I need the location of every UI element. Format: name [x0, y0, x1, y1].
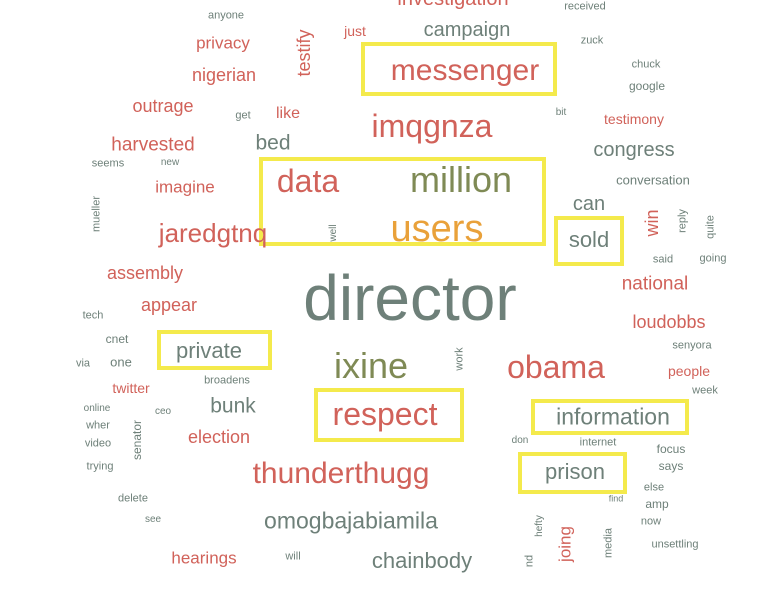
word-nd: nd	[523, 554, 536, 568]
word-seems: seems	[91, 157, 125, 170]
word-million: million	[409, 159, 513, 200]
word-information: information	[556, 403, 670, 430]
word-google: google	[628, 79, 666, 93]
word-respect: respect	[332, 396, 438, 432]
word-unsettling: unsettling	[651, 538, 699, 551]
word-said: said	[652, 253, 674, 266]
word-appear: appear	[140, 295, 198, 315]
word-conversation: conversation	[616, 172, 690, 188]
word-one: one	[110, 354, 132, 370]
word-privacy: privacy	[196, 33, 250, 53]
word-work: work	[453, 347, 466, 371]
word-win: win	[642, 209, 662, 237]
word-like: like	[275, 105, 301, 122]
word-broadens: broadens	[204, 374, 250, 387]
word-else: else	[643, 481, 665, 494]
word-imagine: imagine	[155, 177, 215, 197]
word-delete: delete	[118, 492, 148, 505]
word-get: get	[235, 109, 251, 122]
word-director: director	[303, 262, 517, 334]
highlight-box-respect	[314, 388, 464, 442]
word-loudobbs: loudobbs	[632, 312, 706, 332]
word-bit: bit	[555, 107, 567, 118]
word-bunk: bunk	[210, 394, 256, 418]
highlight-box-sold	[554, 216, 624, 266]
word-messenger: messenger	[390, 54, 540, 87]
word-ixine: ixine	[333, 345, 409, 386]
word-senator: senator	[130, 419, 144, 461]
highlight-box-data-million-users	[259, 157, 546, 246]
word-week: week	[692, 384, 718, 397]
word-private: private	[175, 338, 243, 363]
word-cnet: cnet	[105, 332, 129, 346]
word-says: says	[658, 459, 684, 473]
word-sold: sold	[568, 227, 610, 252]
word-received: received	[564, 0, 606, 13]
word-internet: internet	[579, 436, 617, 449]
word-online: online	[83, 403, 111, 414]
word-joing: joing	[555, 526, 575, 562]
word-campaign: campaign	[423, 19, 511, 41]
word-testify: testify	[294, 29, 314, 77]
word-well: well	[328, 224, 339, 242]
word-quite: quite	[704, 215, 717, 239]
word-see: see	[144, 514, 162, 525]
word-media: media	[602, 528, 615, 558]
word-ceo: ceo	[154, 406, 172, 417]
word-find: find	[608, 493, 624, 504]
word-obama: obama	[507, 349, 605, 385]
highlight-box-messenger	[361, 42, 557, 96]
word-omogbajabiamila: omogbajabiamila	[264, 507, 438, 534]
word-imqgnza: imqgnza	[371, 108, 493, 144]
word-trying: trying	[86, 460, 114, 473]
word-prison: prison	[545, 459, 605, 484]
word-tech: tech	[82, 309, 104, 322]
word-senyora: senyora	[672, 339, 712, 352]
word-nigerian: nigerian	[191, 65, 257, 85]
word-video: video	[84, 437, 112, 450]
word-harvested: harvested	[111, 134, 195, 156]
word-users: users	[390, 208, 484, 250]
word-national: national	[621, 273, 689, 295]
word-hefty: hefty	[534, 515, 545, 537]
word-outrage: outrage	[132, 96, 194, 116]
word-thunderthugg: thunderthugg	[252, 457, 430, 490]
word-chuck: chuck	[631, 58, 661, 71]
word-will: will	[285, 550, 301, 563]
word-election: election	[187, 427, 251, 447]
word-bed: bed	[255, 131, 291, 155]
word-new: new	[160, 157, 180, 168]
word-can: can	[572, 193, 606, 215]
word-going: going	[699, 252, 727, 265]
highlight-box-private	[157, 330, 272, 370]
word-mueller: mueller	[90, 195, 103, 233]
word-testimony: testimony	[604, 111, 664, 127]
word-now: now	[640, 515, 662, 528]
word-amp: amp	[645, 497, 669, 511]
word-reply: reply	[676, 209, 689, 233]
word-anyone: anyone	[207, 9, 245, 22]
word-wher: wher	[86, 419, 110, 432]
highlight-box-prison	[518, 452, 627, 494]
word-jaredgtnq: jaredgtnq	[158, 218, 268, 248]
highlight-box-information	[531, 399, 689, 435]
word-congress: congress	[593, 139, 675, 161]
word-via: via	[75, 357, 91, 370]
word-people: people	[667, 363, 711, 379]
word-focus: focus	[656, 442, 686, 456]
word-chainbody: chainbody	[371, 548, 473, 573]
word-assembly: assembly	[106, 263, 184, 283]
word-just: just	[344, 23, 366, 39]
word-don: don	[511, 435, 529, 446]
word-hearings: hearings	[171, 548, 237, 568]
word-zuck: zuck	[580, 34, 604, 47]
word-investigation: investigation	[397, 0, 508, 9]
word-twitter: twitter	[112, 380, 150, 396]
word-data: data	[276, 163, 340, 199]
